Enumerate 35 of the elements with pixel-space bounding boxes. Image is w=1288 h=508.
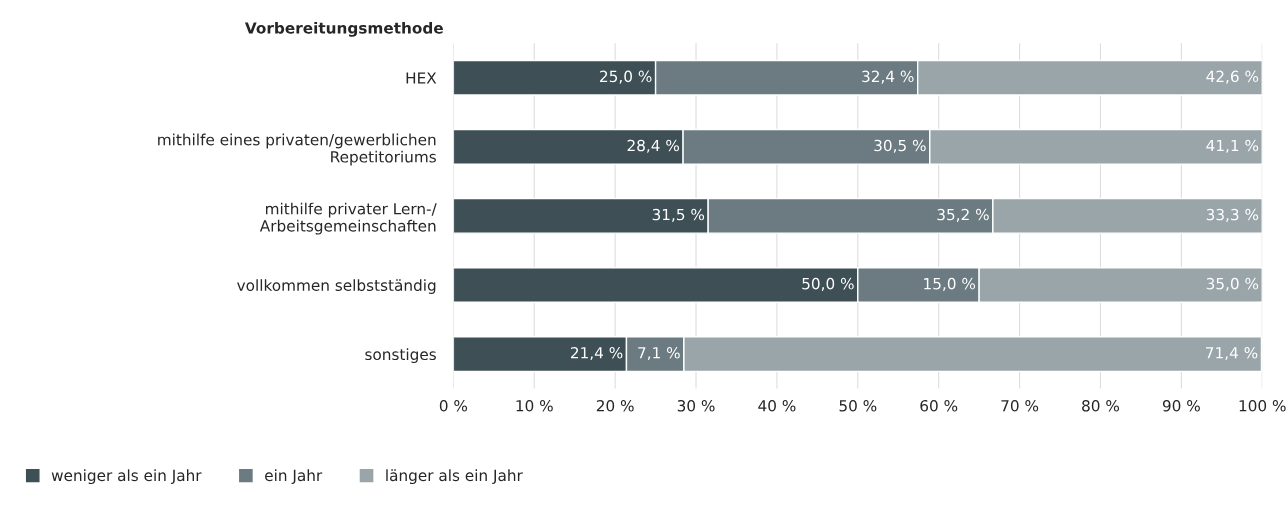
data-label: 30,5 %: [874, 139, 926, 153]
data-label: 15,0 %: [924, 277, 976, 291]
x-tick-label: 0 %: [439, 400, 468, 412]
data-label: 50,0 %: [802, 277, 854, 291]
y-tick-label: sonstiges: [365, 348, 436, 364]
data-label: 32,4 %: [862, 70, 914, 84]
legend-label: weniger als ein Jahr: [51, 469, 202, 485]
x-tick-label: 60 %: [920, 400, 958, 412]
data-label: 71,4 %: [1206, 346, 1258, 361]
data-label: 35,2 %: [937, 208, 989, 222]
legend-label: ein Jahr: [265, 469, 323, 484]
x-tick-label: 100 %: [1239, 400, 1286, 412]
x-tick-label: 90 %: [1162, 400, 1200, 412]
data-label: 25,0 %: [600, 70, 652, 84]
y-tick-label: vollkommen selbstständig: [237, 279, 436, 294]
data-label: 42,6 %: [1206, 70, 1259, 84]
legend-label: länger als ein Jahr: [386, 469, 523, 485]
x-tick-label: 50 %: [839, 400, 877, 412]
data-label: 35,0 %: [1206, 277, 1259, 291]
data-label: 21,4 %: [570, 346, 623, 361]
data-label: 41,1 %: [1206, 139, 1259, 153]
data-label: 31,5 %: [652, 208, 705, 222]
y-tick-label: mithilfe privater Lern-/ Arbeitsgemeinschaften: [259, 202, 437, 235]
x-tick-label: 20 %: [596, 400, 634, 412]
x-tick-label: 80 %: [1082, 400, 1120, 412]
y-tick-label: HEX: [406, 72, 437, 84]
y-tick-label: mithilfe eines privaten/gewerblichen Repetitoriums: [158, 133, 436, 166]
x-tick-label: 30 %: [677, 400, 715, 412]
data-label: 28,4 %: [627, 139, 680, 153]
x-tick-label: 70 %: [1001, 400, 1039, 412]
x-tick-label: 10 %: [516, 400, 553, 412]
y-axis-title: Vorbereitungsmethode: [244, 21, 443, 37]
data-label: 7,1 %: [638, 346, 680, 361]
data-label: 33,3 %: [1206, 208, 1259, 222]
x-tick-label: 40 %: [758, 400, 796, 412]
